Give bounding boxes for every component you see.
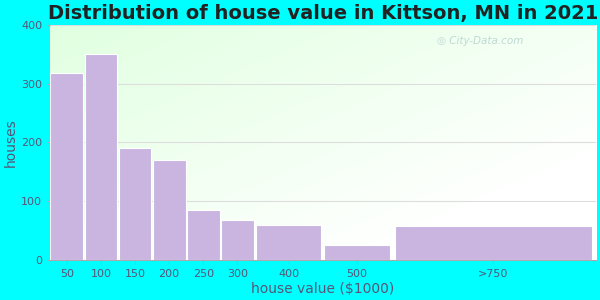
Y-axis label: houses: houses — [4, 118, 18, 167]
Text: ◎ City-Data.com: ◎ City-Data.com — [437, 37, 524, 46]
Bar — [153, 160, 185, 260]
Bar — [395, 226, 592, 260]
Bar — [50, 73, 83, 260]
Bar — [221, 220, 254, 260]
Bar — [119, 148, 151, 260]
Bar — [187, 210, 220, 260]
Bar — [324, 245, 389, 260]
Bar — [256, 225, 322, 260]
X-axis label: house value ($1000): house value ($1000) — [251, 282, 394, 296]
Bar — [85, 54, 117, 260]
Title: Distribution of house value in Kittson, MN in 2021: Distribution of house value in Kittson, … — [47, 4, 598, 23]
